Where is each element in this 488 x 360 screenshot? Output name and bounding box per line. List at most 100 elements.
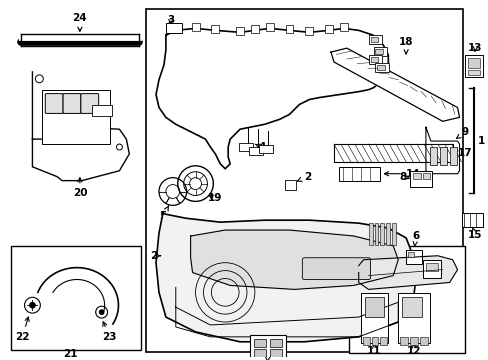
Bar (419, 337, 427, 345)
Bar (364, 297, 384, 317)
Bar (374, 223, 378, 245)
Bar (333, 144, 452, 162)
Bar (386, 223, 389, 245)
Bar (285, 26, 293, 33)
Bar (250, 26, 258, 33)
Bar (249, 335, 285, 360)
Text: 17: 17 (453, 148, 472, 158)
Bar (399, 337, 407, 345)
Bar (370, 57, 378, 62)
Text: 18: 18 (398, 37, 412, 54)
Text: 4: 4 (255, 142, 265, 152)
Text: 1: 1 (477, 136, 484, 146)
Polygon shape (425, 127, 459, 174)
Bar (165, 23, 182, 33)
Text: 2: 2 (297, 172, 310, 182)
Bar (42, 90, 109, 144)
Bar (368, 55, 382, 64)
Bar (422, 260, 440, 278)
Bar (439, 147, 446, 165)
Bar (253, 339, 265, 347)
Text: 22: 22 (15, 317, 30, 342)
Bar (449, 147, 456, 165)
Text: 19: 19 (208, 193, 222, 203)
Bar (422, 173, 429, 179)
Bar (380, 223, 384, 245)
FancyBboxPatch shape (45, 94, 63, 113)
Text: 20: 20 (73, 178, 87, 198)
Bar (211, 26, 219, 33)
Bar (236, 27, 244, 35)
Bar (253, 349, 265, 357)
Bar (375, 63, 388, 72)
Bar (412, 173, 420, 179)
Text: 9: 9 (455, 127, 468, 139)
Text: 16: 16 (260, 348, 274, 360)
Bar (373, 47, 386, 56)
Bar (171, 26, 180, 33)
Bar (305, 27, 313, 35)
Text: 21: 21 (62, 348, 77, 359)
Bar (325, 26, 332, 33)
Bar (338, 167, 380, 181)
Text: 24: 24 (72, 13, 87, 31)
Bar (409, 171, 431, 186)
Bar (370, 37, 378, 42)
Bar (92, 104, 111, 116)
Bar (368, 35, 382, 44)
Polygon shape (358, 256, 457, 289)
Text: 10: 10 (343, 248, 364, 259)
Text: 14: 14 (384, 169, 420, 179)
Text: 5: 5 (159, 206, 168, 221)
FancyBboxPatch shape (81, 94, 99, 113)
Bar (248, 147, 262, 155)
Bar (391, 223, 395, 245)
Bar (461, 213, 482, 227)
Circle shape (99, 310, 104, 315)
Bar (368, 223, 372, 245)
Text: 23: 23 (102, 322, 117, 342)
Bar (409, 337, 417, 345)
Bar (377, 65, 385, 70)
Bar (269, 349, 281, 357)
Text: 6: 6 (411, 231, 419, 247)
Bar (258, 145, 272, 153)
Bar (401, 297, 421, 317)
Bar (407, 252, 413, 257)
Polygon shape (156, 213, 415, 342)
Text: 11: 11 (366, 343, 381, 356)
Bar (371, 337, 378, 345)
Bar (11, 246, 141, 350)
Text: 2: 2 (150, 251, 160, 261)
Bar (375, 49, 383, 54)
Text: 15: 15 (467, 227, 482, 240)
Bar (425, 263, 437, 271)
Bar (429, 147, 436, 165)
Bar (284, 180, 296, 189)
Polygon shape (330, 48, 459, 121)
Bar (380, 337, 386, 345)
Bar (339, 23, 347, 31)
Bar (191, 23, 199, 31)
Text: 7: 7 (432, 271, 446, 280)
Bar (348, 246, 465, 353)
Bar (362, 337, 369, 345)
Bar (146, 9, 462, 352)
Text: 3: 3 (167, 15, 174, 26)
FancyBboxPatch shape (63, 94, 81, 113)
Circle shape (29, 302, 35, 308)
Text: 8: 8 (399, 172, 409, 182)
Bar (360, 293, 387, 343)
Bar (406, 250, 421, 264)
Bar (397, 293, 429, 343)
Bar (468, 70, 479, 75)
FancyBboxPatch shape (302, 258, 370, 279)
Bar (239, 143, 252, 151)
Bar (265, 23, 273, 31)
Text: 13: 13 (467, 43, 482, 53)
Bar (468, 58, 479, 68)
Text: 12: 12 (406, 343, 421, 356)
Bar (269, 339, 281, 347)
Polygon shape (190, 230, 397, 289)
Bar (465, 55, 482, 77)
